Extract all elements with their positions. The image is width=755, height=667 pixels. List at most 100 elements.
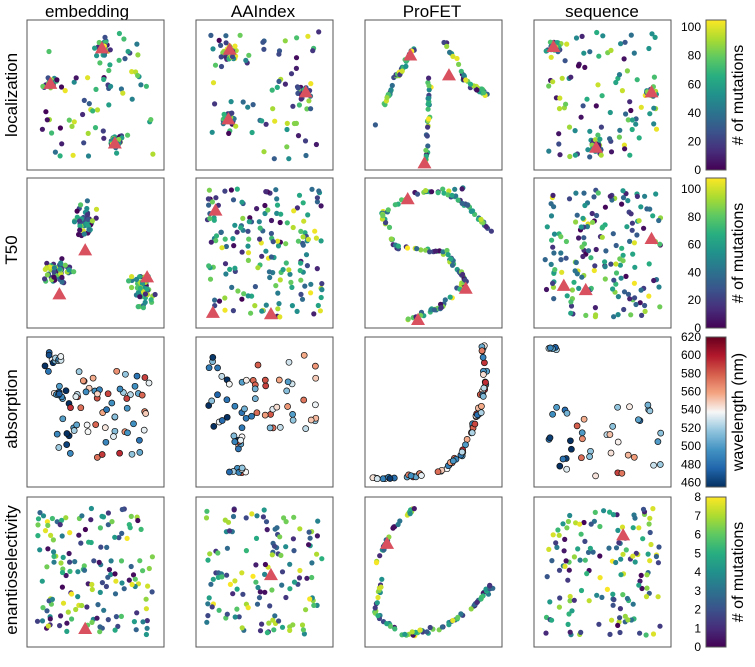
scatter-point (301, 631, 307, 637)
scatter-point (104, 390, 112, 398)
scatter-point (58, 84, 65, 90)
scatter-point (283, 260, 289, 266)
scatter-point (618, 275, 624, 281)
scatter-point (628, 211, 634, 217)
scatter-point (633, 301, 639, 308)
parent-marker (94, 41, 109, 54)
scatter-point (628, 312, 634, 318)
scatter-point (119, 506, 125, 513)
scatter-point (463, 77, 469, 83)
scatter-point (274, 210, 280, 216)
scatter-point (384, 95, 390, 101)
scatter-point (642, 308, 648, 314)
scatter-point (599, 234, 605, 240)
scatter-point (284, 120, 290, 126)
scatter-point (287, 627, 293, 634)
scatter-point (79, 513, 85, 519)
scatter-point (657, 304, 663, 310)
scatter-point (629, 126, 635, 133)
scatter-point (550, 532, 556, 538)
scatter-point (88, 539, 94, 546)
scatter-point (262, 561, 268, 568)
scatter-point (567, 598, 573, 604)
scatter-point (571, 554, 578, 560)
scatter-point (101, 607, 107, 613)
scatter-point (223, 271, 229, 277)
scatter-point (630, 251, 636, 257)
scatter-point (90, 108, 96, 114)
scatter-point (642, 302, 648, 309)
scatter-point (45, 522, 51, 529)
scatter-point (563, 465, 571, 473)
scatter-point (378, 584, 384, 590)
scatter-point (296, 192, 303, 198)
scatter-point (266, 620, 272, 626)
scatter-point (108, 558, 114, 564)
scatter-point (39, 578, 45, 584)
scatter-point (424, 133, 430, 139)
scatter-point (300, 234, 306, 240)
scatter-point (636, 582, 642, 588)
scatter-point (616, 540, 622, 546)
colorbar-tick-label: 0 (694, 321, 701, 335)
scatter-point (50, 537, 57, 543)
scatter-point (138, 391, 146, 399)
scatter-point (42, 276, 48, 282)
scatter-point (318, 238, 324, 244)
scatter-point (459, 200, 465, 206)
scatter-point (278, 552, 284, 559)
scatter-point (60, 600, 67, 606)
scatter-point (550, 244, 556, 250)
scatter-point (248, 310, 254, 316)
scatter-point (129, 96, 135, 102)
scatter-point (263, 302, 269, 308)
scatter-point (313, 235, 319, 241)
scatter-point (648, 541, 654, 548)
scatter-point (67, 530, 73, 536)
scatter-point (262, 382, 270, 390)
scatter-point (98, 451, 106, 458)
scatter-point (293, 65, 299, 71)
scatter-point (629, 227, 635, 233)
scatter-point (625, 617, 631, 623)
colorbar-label: wavelength (nm) (730, 353, 747, 472)
scatter-point (302, 425, 310, 432)
scatter-point (300, 351, 308, 359)
scatter-point (434, 468, 442, 476)
scatter-point (246, 52, 252, 58)
scatter-point (392, 626, 398, 632)
scatter-point (411, 506, 417, 512)
scatter-point (306, 542, 312, 548)
scatter-point (549, 617, 555, 623)
scatter-point (551, 204, 557, 210)
scatter-point (59, 141, 65, 147)
scatter-point (222, 307, 228, 313)
scatter-point (78, 540, 84, 546)
scatter-point (471, 420, 479, 428)
scatter-point (373, 560, 380, 566)
parent-marker (263, 307, 278, 320)
scatter-point (551, 250, 557, 256)
scatter-point (638, 287, 644, 293)
scatter-point (250, 573, 256, 579)
scatter-point (583, 312, 589, 318)
scatter-point (222, 261, 229, 267)
scatter-point (543, 286, 550, 293)
scatter-point (299, 622, 306, 628)
scatter-point (580, 253, 586, 260)
scatter-point (620, 258, 626, 264)
scatter-point (274, 202, 281, 208)
scatter-point (308, 290, 314, 296)
scatter-point (427, 249, 433, 255)
scatter-point (263, 121, 269, 127)
scatter-point (577, 521, 583, 527)
scatter-point (273, 403, 281, 411)
scatter-point (106, 67, 112, 74)
scatter-point (571, 279, 577, 285)
scatter-point (643, 632, 649, 638)
scatter-point (587, 49, 593, 55)
scatter-point (646, 261, 652, 267)
scatter-point (290, 224, 296, 231)
scatter-point (635, 416, 642, 424)
scatter-point (567, 437, 574, 445)
